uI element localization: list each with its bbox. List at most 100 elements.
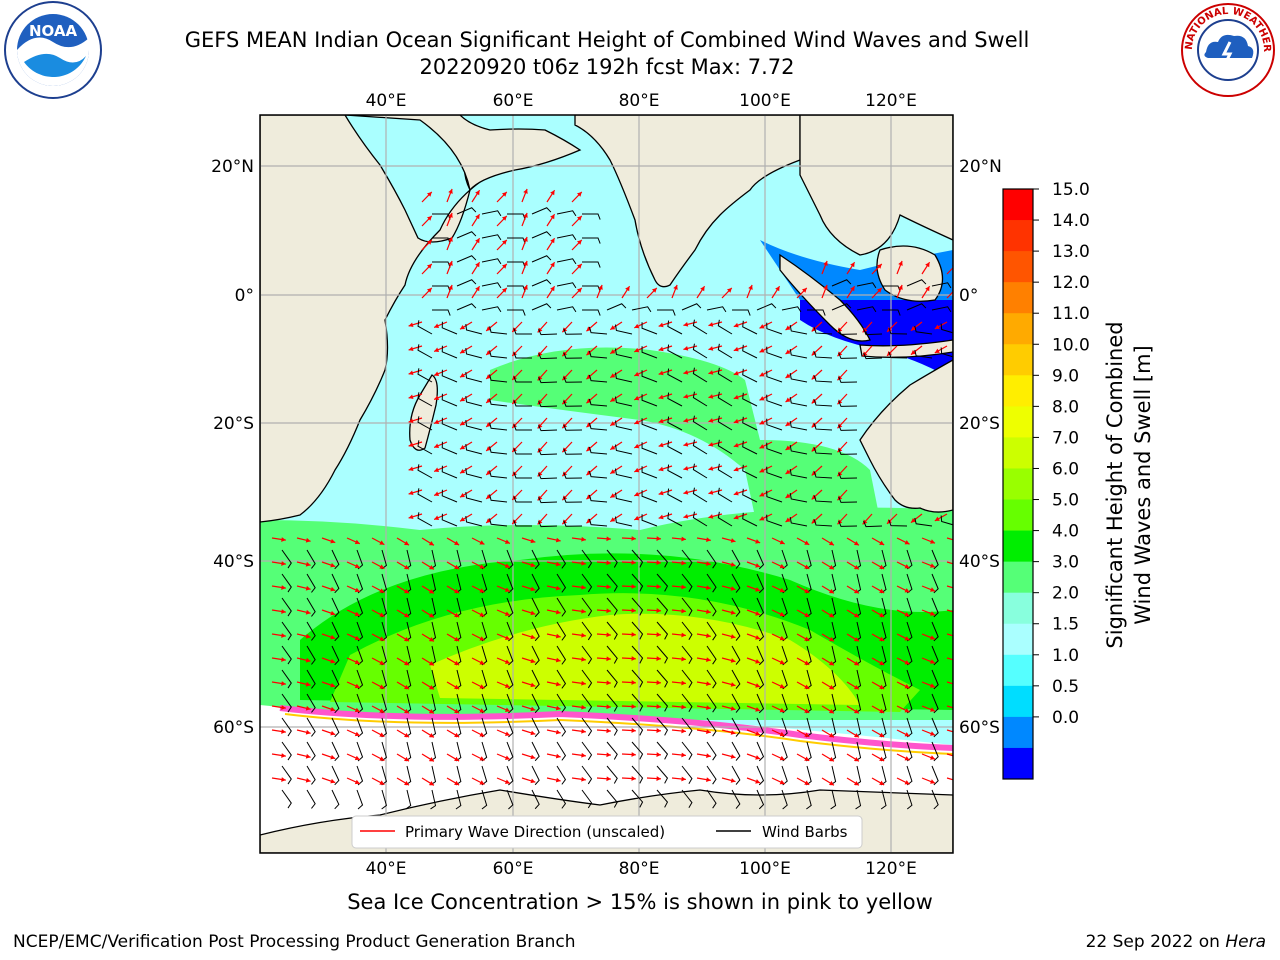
wave-direction-arrowhead xyxy=(504,659,510,664)
wave-direction-arrowhead xyxy=(656,536,661,541)
wind-barb xyxy=(667,512,683,527)
wave-direction-arrowhead xyxy=(454,564,460,570)
wind-barb xyxy=(556,669,567,689)
wave-direction-arrowhead xyxy=(475,286,480,292)
wind-barb xyxy=(731,597,741,617)
wave-direction-arrowhead xyxy=(454,780,460,786)
wave-direction-arrowhead xyxy=(634,323,640,329)
wave-direction-arrowhead xyxy=(454,588,460,594)
wave-direction-arrowhead xyxy=(379,684,385,689)
wind-barb xyxy=(863,328,883,336)
wind-barb xyxy=(531,693,540,714)
wave-direction-arrowhead xyxy=(555,681,561,687)
bottom-lon-label-60e: 60°E xyxy=(493,859,534,879)
wind-barb xyxy=(582,309,601,316)
wind-barb xyxy=(667,416,683,431)
wind-barb xyxy=(717,391,733,407)
legend-box xyxy=(351,815,863,849)
wind-barb xyxy=(831,303,852,311)
wind-barb xyxy=(507,213,526,220)
wave-direction-arrowhead xyxy=(475,214,480,220)
wind-barb xyxy=(531,669,540,690)
wind-barb xyxy=(631,717,644,736)
wave-direction-arrowhead xyxy=(779,611,785,617)
bottom-lon-label-40e: 40°E xyxy=(366,859,407,879)
wind-barb xyxy=(756,669,765,690)
wave-direction-arrowhead xyxy=(379,636,385,641)
wave-direction-arrowhead xyxy=(354,611,360,617)
wind-barb xyxy=(441,465,458,479)
wind-barb xyxy=(957,310,975,316)
wind-barb xyxy=(656,645,669,664)
wind-barb xyxy=(606,717,618,736)
wave-direction-arrowhead xyxy=(759,516,765,521)
wind-barb xyxy=(766,418,783,431)
wave-direction-arrowhead xyxy=(486,374,492,379)
wave-direction-arrowhead xyxy=(434,515,440,520)
wave-direction-arrow xyxy=(946,705,953,709)
wave-direction-arrowhead xyxy=(428,684,434,690)
wind-barb xyxy=(563,328,583,335)
wave-direction-arrow xyxy=(946,537,953,541)
wave-direction-arrowhead xyxy=(853,732,859,738)
wave-direction-arrowhead xyxy=(523,212,528,218)
wave-direction-arrowhead xyxy=(930,731,936,736)
wave-direction-arrowhead xyxy=(581,728,586,734)
wind-barb xyxy=(381,789,387,810)
wind-barb xyxy=(631,765,644,784)
colorbar-tick-label: 10.0 xyxy=(1052,335,1090,355)
wave-direction-arrowhead xyxy=(606,656,611,662)
wave-direction-arrowhead xyxy=(530,730,536,736)
wind-barb xyxy=(465,443,483,455)
wave-direction-arrowhead xyxy=(759,348,765,353)
wave-direction-arrowhead xyxy=(460,348,466,354)
wave-direction-arrowhead xyxy=(956,610,961,615)
wave-direction-arrow xyxy=(946,777,953,781)
wind-barb xyxy=(281,621,292,641)
wave-direction-arrowhead xyxy=(804,636,810,641)
wind-barb xyxy=(456,207,477,215)
wave-direction-arrowhead xyxy=(330,586,336,592)
wave-direction-arrowhead xyxy=(408,514,414,520)
colorbar-frame xyxy=(1002,188,1034,780)
wave-direction-arrowhead xyxy=(434,491,440,496)
wave-direction-arrowhead xyxy=(428,540,434,546)
wind-barb xyxy=(807,309,826,316)
wave-direction-arrowhead xyxy=(879,732,885,737)
wind-barb xyxy=(432,285,451,292)
wind-barb xyxy=(692,511,708,527)
wind-barb xyxy=(506,669,514,690)
land-india xyxy=(574,115,801,288)
wave-direction-arrowhead xyxy=(486,494,492,499)
wave-direction-arrowhead xyxy=(879,564,885,569)
wave-direction-arrowhead xyxy=(853,540,859,546)
wind-barb xyxy=(692,343,708,359)
wind-barb xyxy=(538,496,558,504)
wind-barb xyxy=(581,741,593,761)
wind-barb xyxy=(681,621,693,640)
wind-barb xyxy=(731,717,741,737)
wave-direction-arrowhead xyxy=(454,732,460,738)
wind-barb xyxy=(331,789,340,810)
wind-barb xyxy=(888,519,908,527)
wave-direction-arrowhead xyxy=(454,612,460,618)
wind-barb xyxy=(331,693,340,714)
wind-barb xyxy=(306,621,316,641)
wind-barb xyxy=(531,789,540,810)
wave-direction-arrow xyxy=(946,753,953,757)
wave-direction-arrowhead xyxy=(504,587,510,592)
wave-direction-arrowhead xyxy=(779,539,785,545)
wave-direction-arrowhead xyxy=(634,419,640,425)
wind-barb xyxy=(531,231,552,239)
wind-barb xyxy=(588,374,608,383)
wind-barb xyxy=(531,717,540,738)
wave-direction-arrowhead xyxy=(523,236,528,242)
wave-direction-arrowhead xyxy=(683,394,689,399)
wave-direction-arrowhead xyxy=(501,239,507,245)
wave-direction-arrowhead xyxy=(610,325,616,330)
wind-barb xyxy=(681,597,693,616)
wind-barb xyxy=(681,693,693,712)
wave-direction-arrow xyxy=(946,266,953,275)
wave-direction-arrowhead xyxy=(305,609,311,615)
wind-barb xyxy=(538,376,558,384)
